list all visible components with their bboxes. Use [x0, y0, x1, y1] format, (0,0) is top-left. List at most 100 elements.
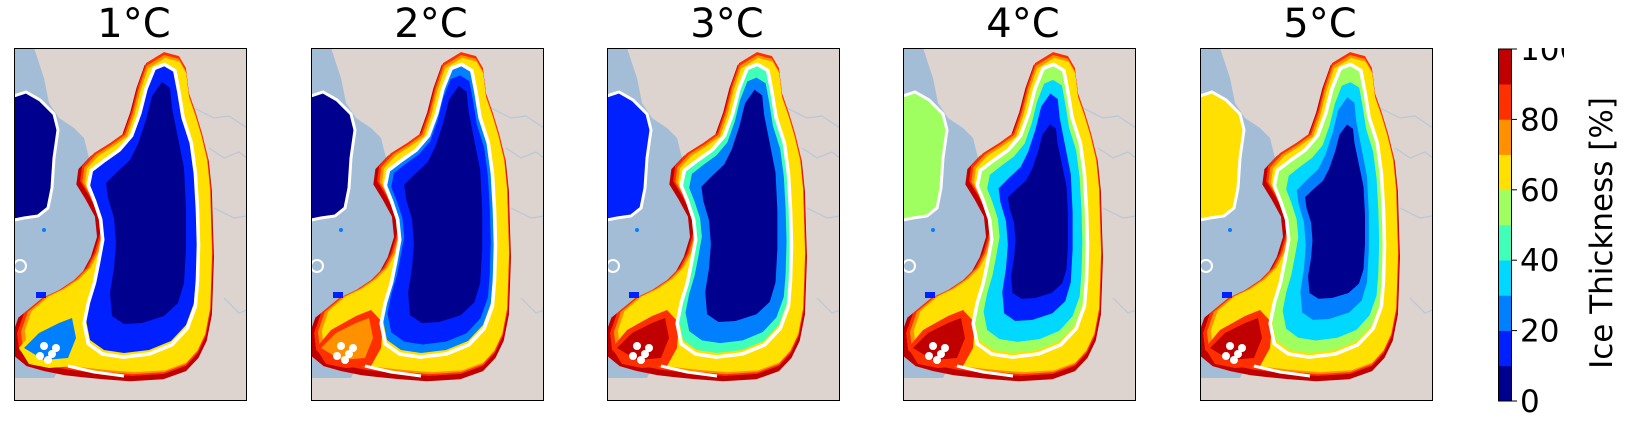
ice-speck: [339, 228, 343, 232]
nunatak: [44, 356, 52, 364]
colorbar: 0 20 40 60 80 100: [1498, 48, 1564, 420]
nunatak: [925, 352, 933, 360]
nunatak: [933, 356, 941, 364]
ice-margin-outline: [379, 62, 498, 359]
land: [607, 378, 687, 401]
panel-4c: 4°C: [903, 0, 1143, 420]
ice-core: [106, 82, 186, 324]
river: [1394, 147, 1433, 159]
panel-title: 3°C: [690, 1, 764, 47]
ice-core-deep: [1305, 124, 1365, 299]
land: [1200, 378, 1280, 401]
river: [520, 297, 544, 314]
ice-sheet-west: [607, 92, 651, 220]
colorbar-tick-label: 0: [1520, 384, 1540, 420]
panel-title: 2°C: [394, 1, 468, 47]
island-outline: [311, 259, 324, 273]
nunatak: [941, 344, 949, 352]
nunatak: [349, 344, 357, 352]
colorbar-segment: [1498, 119, 1512, 155]
panel-title: 1°C: [97, 1, 171, 47]
ice-margin-outline: [82, 62, 201, 359]
island-outline: [903, 259, 916, 273]
island-outline: [1200, 259, 1213, 273]
ice-margin-outline: [675, 62, 794, 359]
nunatak: [637, 356, 645, 364]
rivers: [490, 107, 544, 314]
ice-thickness-field: [610, 52, 806, 376]
ice-map-3c: [607, 48, 840, 401]
ice-margin-outline: [67, 364, 125, 378]
panel-5c: 5°C: [1200, 0, 1440, 420]
nunatak: [1226, 342, 1234, 350]
panel-3c: 3°C: [607, 0, 847, 420]
nunatak: [333, 352, 341, 360]
southwest-lobe-core: [1210, 318, 1262, 360]
rivers: [786, 107, 840, 314]
ice-speck: [42, 228, 46, 232]
colorbar-segment: [1498, 84, 1512, 120]
southwest-lobe-core: [617, 318, 669, 360]
colorbar-segment: [1498, 260, 1512, 296]
nunatak: [1222, 352, 1230, 360]
ice-sheet-west: [311, 92, 355, 220]
ice-margin-outline-west: [903, 90, 949, 222]
ice-margin-outline: [1253, 364, 1311, 378]
river: [208, 147, 247, 159]
rivers: [193, 107, 247, 314]
ice-map-5c: [1200, 48, 1433, 401]
ice-speck: [629, 292, 639, 298]
colorbar-segment: [1498, 225, 1512, 261]
river: [806, 207, 840, 219]
nunatak: [645, 344, 653, 352]
river: [213, 207, 247, 219]
ice-margin-outline: [971, 62, 1090, 359]
ice-margin-outline-west: [607, 90, 653, 222]
river: [1097, 147, 1136, 159]
nunatak: [629, 352, 637, 360]
river: [490, 107, 544, 129]
colorbar-segment: [1498, 365, 1512, 402]
river: [193, 107, 247, 129]
nunatak: [1230, 356, 1238, 364]
colorbar-label: Ice Thickness [%]: [1584, 97, 1620, 369]
nunatak: [36, 352, 44, 360]
panel-frame: [1200, 48, 1433, 401]
nunatak: [52, 344, 60, 352]
land: [903, 378, 983, 401]
river: [1082, 107, 1136, 129]
river: [1379, 107, 1433, 129]
nunatak: [1238, 344, 1246, 352]
river: [510, 207, 544, 219]
ice-margin-outline-west: [1200, 90, 1246, 222]
colorbar-segment: [1498, 189, 1512, 226]
river: [1102, 207, 1136, 219]
ice-margin-outline: [1268, 62, 1387, 359]
ice-map-1c: [14, 48, 247, 401]
nunatak: [337, 342, 345, 350]
nunatak: [937, 350, 945, 358]
river: [801, 147, 840, 159]
ice-sheet-west: [903, 92, 947, 220]
nunatak: [929, 342, 937, 350]
ice-margin-outline: [660, 364, 718, 378]
panel-frame: [903, 48, 1136, 401]
river: [1399, 207, 1433, 219]
ice-speck: [1228, 228, 1232, 232]
ice-thickness-field: [906, 52, 1102, 376]
colorbar-tick-label: 40: [1520, 243, 1559, 279]
panel-frame: [14, 48, 247, 401]
ice-speck: [1222, 292, 1232, 298]
river: [816, 297, 840, 314]
rivers: [1379, 107, 1433, 314]
southwest-lobe-core: [321, 318, 373, 360]
ice-core: [701, 89, 778, 322]
ice-margin-outline-west: [14, 90, 60, 222]
ice-thickness-field: [1203, 52, 1399, 376]
ice-map-4c: [903, 48, 1136, 401]
colorbar-tick-label: 100: [1520, 48, 1564, 68]
colorbar-tick-label: 20: [1520, 314, 1559, 350]
colorbar-segment: [1498, 154, 1512, 191]
colorbar-segment: [1498, 295, 1512, 331]
